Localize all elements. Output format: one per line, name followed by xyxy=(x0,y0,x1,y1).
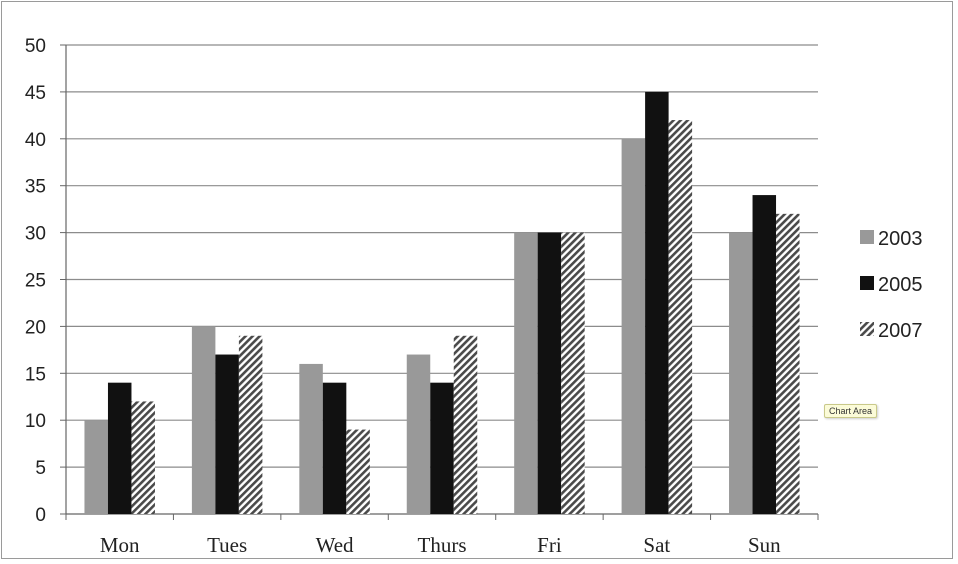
bar-2005-wed[interactable] xyxy=(322,382,347,514)
y-tick-label: 50 xyxy=(25,36,46,57)
y-tick-label: 5 xyxy=(35,458,46,479)
bar-2003-tues[interactable] xyxy=(191,326,216,514)
legend-swatch-2003 xyxy=(860,230,874,244)
bar-2007-fri[interactable] xyxy=(561,232,585,514)
gridlines xyxy=(66,44,818,468)
bar-2005-sun[interactable] xyxy=(752,195,777,514)
bar-2005-tues[interactable] xyxy=(215,354,239,514)
x-tick-label: Thurs xyxy=(418,533,467,557)
bar-2005-fri[interactable] xyxy=(537,232,562,514)
bar-2007-thurs[interactable] xyxy=(453,335,478,514)
y-tick-label: 25 xyxy=(25,271,46,292)
bar-2003-thurs[interactable] xyxy=(406,354,431,514)
y-tick-labels: 0 5 10 15 20 25 30 35 40 45 50 xyxy=(25,36,46,526)
y-tick-label: 45 xyxy=(25,83,46,104)
x-tick-label: Fri xyxy=(537,533,562,557)
bar-2007-tues[interactable] xyxy=(238,335,263,514)
y-tick-label: 40 xyxy=(25,130,46,151)
legend-swatch-2007 xyxy=(860,322,874,336)
chart-area-tooltip: Chart Area xyxy=(824,404,878,418)
bar-2003-fri[interactable] xyxy=(514,232,538,514)
y-tick-label: 20 xyxy=(25,317,46,338)
legend-label-2003: 2003 xyxy=(878,228,923,250)
bar-2007-wed[interactable] xyxy=(346,429,370,514)
y-tick-label: 30 xyxy=(25,224,46,245)
y-tick-label: 0 xyxy=(35,505,46,526)
legend-label-2007: 2007 xyxy=(878,320,923,342)
bar-2003-mon[interactable] xyxy=(84,420,108,514)
x-tick-label: Mon xyxy=(100,533,140,557)
y-tick-label: 35 xyxy=(25,177,46,198)
x-tick-labels: Mon Tues Wed Thurs Fri Sat Sun xyxy=(100,533,781,557)
bar-2003-sun[interactable] xyxy=(729,232,753,514)
x-tick-label: Tues xyxy=(207,533,247,557)
bar-2005-thurs[interactable] xyxy=(430,382,454,514)
bar-2007-sun[interactable] xyxy=(776,213,800,514)
bar-2007-mon[interactable] xyxy=(131,401,155,514)
bar-2007-sat[interactable] xyxy=(668,120,693,514)
bars xyxy=(84,91,800,515)
bar-2003-sat[interactable] xyxy=(621,138,646,515)
x-tick-label: Wed xyxy=(316,533,354,557)
y-tick-label: 15 xyxy=(25,364,46,385)
bar-2003-wed[interactable] xyxy=(299,363,323,514)
y-tick-label: 10 xyxy=(25,411,46,432)
x-tick-label: Sat xyxy=(643,533,670,557)
x-tick-label: Sun xyxy=(748,533,781,557)
bar-2005-sat[interactable] xyxy=(645,91,669,515)
legend: 2003 2005 2007 xyxy=(860,228,923,342)
legend-label-2005: 2005 xyxy=(878,274,923,296)
legend-swatch-2005 xyxy=(860,276,874,290)
bar-2005-mon[interactable] xyxy=(107,382,132,514)
